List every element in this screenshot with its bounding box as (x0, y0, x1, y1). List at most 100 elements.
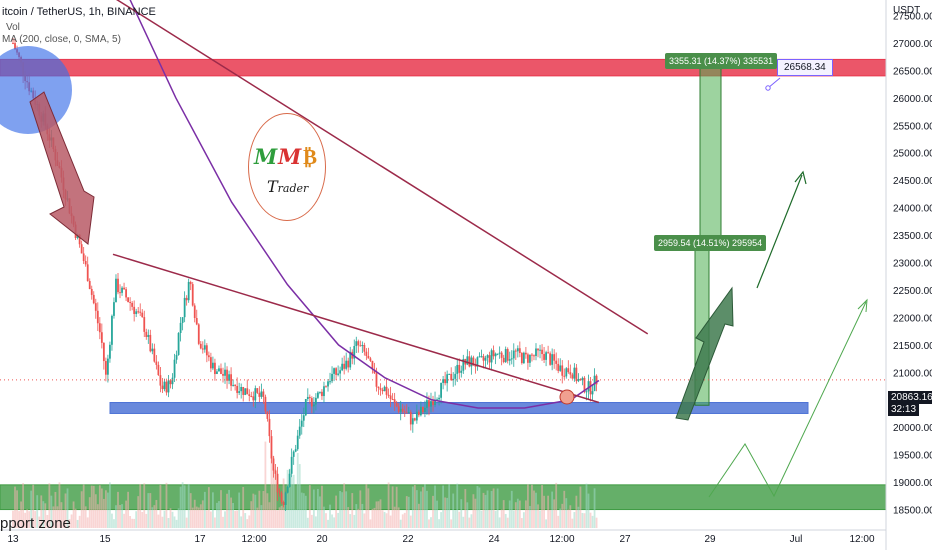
volume-bar (559, 508, 562, 528)
volume-bar (462, 516, 465, 528)
currency-label[interactable]: USDT (893, 5, 921, 16)
candle-body (155, 361, 158, 365)
candle-body (157, 364, 160, 376)
candle-body (476, 357, 479, 367)
volume-bar (387, 482, 390, 528)
candle-body (371, 360, 374, 370)
time-tick-label: 12:00 (549, 534, 574, 545)
volume-bar (54, 491, 57, 528)
candle-body (250, 395, 253, 397)
candle-body (191, 284, 194, 306)
volume-bar (165, 482, 168, 528)
candle-body (531, 354, 533, 356)
volume-bar (325, 513, 327, 528)
candle-body (209, 357, 212, 369)
time-tick-label: 12:00 (241, 534, 266, 545)
volume-bar (333, 517, 335, 528)
volume-bar (492, 488, 495, 528)
volume-bar (232, 502, 235, 528)
volume-bar (258, 490, 261, 528)
candle-body (585, 391, 588, 393)
volume-bar (460, 499, 463, 528)
candle-body (345, 360, 348, 369)
candle-body (430, 400, 432, 407)
candle-body (413, 418, 416, 421)
price-tick-label: 21000.00 (893, 368, 932, 379)
time-tick-label: 12:00 (849, 534, 874, 545)
volume-bar (28, 511, 31, 528)
volume-bar (379, 499, 382, 528)
candle-body (405, 412, 408, 414)
volume-bar (173, 516, 176, 528)
candle-body (252, 396, 255, 401)
candle-body (294, 449, 297, 452)
mmb-trader-logo: M M ₿ Trader (248, 113, 326, 221)
price-tick-label: 27500.00 (893, 11, 932, 22)
candle-body (527, 354, 529, 363)
volume-indicator-label[interactable]: Vol (6, 22, 20, 33)
candle-body (197, 324, 200, 344)
volume-bar (88, 497, 91, 528)
volume-bar (383, 511, 386, 528)
ma-indicator-label[interactable]: MA (200, close, 0, SMA, 5) (2, 34, 121, 45)
candle-body (276, 473, 279, 493)
candle-body (201, 348, 204, 350)
volume-bar (375, 501, 378, 528)
volume-bar (514, 502, 517, 528)
volume-bar (422, 487, 424, 528)
price-tick-label: 26000.00 (893, 94, 932, 105)
volume-bar (226, 493, 228, 528)
volume-layer (12, 441, 598, 528)
candle-body (512, 350, 515, 359)
candle-body (347, 360, 350, 368)
candle-body (92, 294, 95, 304)
candle-body (385, 386, 388, 395)
volume-bar (377, 501, 380, 528)
candle-body (121, 287, 123, 293)
candle-body (500, 352, 503, 358)
candle-body (248, 394, 251, 396)
volume-bar (278, 507, 281, 528)
candle-body (96, 310, 99, 324)
volume-bar (549, 509, 552, 528)
volume-bar (579, 486, 582, 528)
volume-bar (488, 509, 491, 528)
measure-label-upper[interactable]: 3355.31 (14.37%) 335531 (665, 53, 778, 69)
volume-bar (34, 511, 37, 528)
candle-body (535, 348, 537, 357)
up-arrow-icon (675, 286, 734, 421)
volume-bar (426, 490, 428, 528)
logo-bitcoin-icon: ₿ (303, 144, 318, 169)
candle-body (367, 355, 370, 359)
volume-bar (589, 512, 592, 528)
candle-body (571, 374, 574, 379)
candle-body (262, 391, 265, 397)
symbol-title[interactable]: itcoin / TetherUS, 1h, BINANCE (2, 6, 156, 18)
candle-body (551, 354, 554, 365)
volume-bar (527, 484, 529, 528)
candle-body (419, 406, 422, 416)
volume-bar (36, 495, 39, 528)
candle-body (359, 345, 362, 347)
price-callout[interactable]: 26568.34 (777, 59, 833, 76)
volume-bar (209, 511, 212, 528)
candle-body (127, 297, 129, 303)
candle-body (141, 312, 144, 318)
price-tick-label: 18500.00 (893, 506, 932, 517)
zigzag-arrowhead (857, 298, 868, 313)
candle-body (240, 387, 243, 392)
volume-bar (179, 486, 182, 528)
candle-body (232, 384, 235, 386)
measure-label-lower[interactable]: 2959.54 (14.51%) 295954 (654, 235, 767, 251)
candle-body (296, 435, 299, 450)
candle-body (278, 492, 281, 494)
volume-bar (363, 513, 366, 528)
volume-bar (486, 490, 489, 528)
volume-bar (266, 493, 269, 528)
volume-bar (500, 509, 503, 528)
candle-body (341, 363, 344, 371)
candle-body (195, 318, 198, 325)
volume-bar (411, 486, 414, 528)
volume-bar (48, 483, 51, 528)
